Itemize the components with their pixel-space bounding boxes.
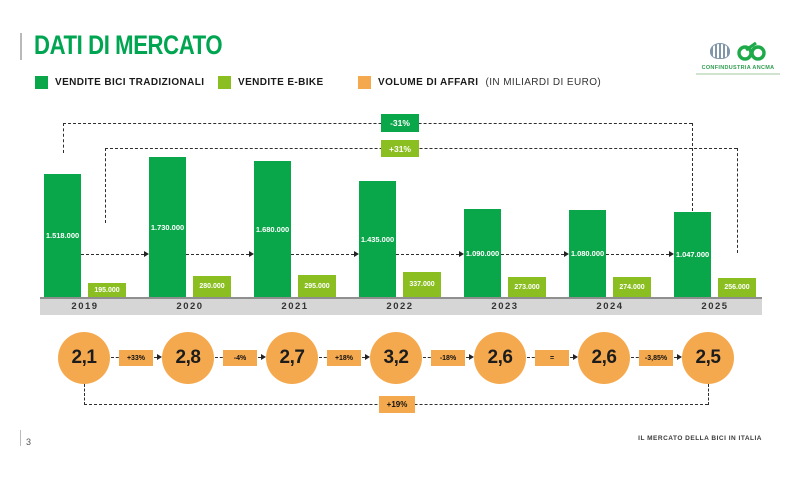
bar-ebike-2020: 280.000 — [193, 276, 231, 297]
volume-circle-2023: 2,6 — [474, 332, 526, 384]
bar-traditional-2023: 1.090.000 — [464, 209, 501, 297]
yoy-arrow-line-1 — [186, 254, 249, 255]
legend-label-2: VOLUME DI AFFARI — [378, 77, 479, 88]
logo-text: CONFINDUSTRIA ANCMA — [701, 65, 775, 71]
volume-step-label-5: -3,85% — [639, 350, 673, 366]
traditional-span-label: -31% — [381, 114, 419, 132]
volume-step-label-0: +33% — [119, 350, 153, 366]
logo-marks — [688, 40, 788, 62]
ebike-span-line-left — [105, 148, 106, 223]
yoy-arrow-line-0 — [81, 254, 144, 255]
volume-step-arrowhead-icon-2 — [365, 354, 370, 360]
bar-ebike-2023: 273.000 — [508, 277, 546, 297]
volume-circle-2025: 2,5 — [682, 332, 734, 384]
legend-swatch-icon-1 — [218, 76, 231, 89]
title-tick — [20, 33, 22, 60]
volume-step-label-1: -4% — [223, 350, 257, 366]
axis-label-2023: 2023 — [491, 301, 519, 312]
page-title: DATI DI MERCATO — [34, 30, 223, 60]
footer-title: IL MERCATO DELLA BICI IN ITALIA — [638, 435, 762, 442]
legend-sublabel-2: (IN MILIARDI DI EURO) — [485, 77, 602, 88]
ebike-span-line — [105, 148, 737, 149]
volume-step-arrowhead-icon-5 — [677, 354, 682, 360]
bar-traditional-2024: 1.080.000 — [569, 210, 606, 297]
volume-circle-2022: 3,2 — [370, 332, 422, 384]
traditional-span-line — [63, 123, 692, 124]
volume-circle-2024: 2,6 — [578, 332, 630, 384]
volume-step-arrowhead-icon-3 — [469, 354, 474, 360]
bar-ebike-2025: 256.000 — [718, 278, 756, 297]
volume-span-line-right — [708, 384, 709, 405]
legend-label-0: VENDITE BICI TRADIZIONALI — [55, 77, 205, 88]
bar-traditional-2021: 1.680.000 — [254, 161, 291, 297]
legend-item-1: VENDITE E-BIKE — [218, 76, 324, 89]
confindustria-eagle-icon — [710, 43, 730, 59]
ebike-span-line-right — [737, 148, 738, 253]
bar-ebike-2021: 295.000 — [298, 275, 336, 297]
legend-swatch-icon-0 — [35, 76, 48, 89]
bar-ebike-2022: 337.000 — [403, 272, 441, 297]
volume-step-arrowhead-icon-4 — [573, 354, 578, 360]
legend-swatch-icon-2 — [358, 76, 371, 89]
bar-traditional-2022: 1.435.000 — [359, 181, 396, 297]
axis-label-2025: 2025 — [701, 301, 729, 312]
axis-label-2021: 2021 — [281, 301, 309, 312]
volume-span-line-left — [84, 384, 85, 405]
yoy-arrow-line-2 — [291, 254, 354, 255]
volume-step-label-3: -18% — [431, 350, 465, 366]
page-number: 3 — [26, 437, 32, 447]
traditional-span-line-right — [692, 123, 693, 211]
legend-label-1: VENDITE E-BIKE — [238, 77, 324, 88]
bar-ebike-2019: 195.000 — [88, 283, 126, 297]
volume-circle-2020: 2,8 — [162, 332, 214, 384]
yoy-arrow-line-3 — [396, 254, 459, 255]
yoy-arrowhead-icon-2 — [354, 251, 359, 257]
bar-traditional-2025: 1.047.000 — [674, 212, 711, 297]
legend-item-2: VOLUME DI AFFARI (IN MILIARDI DI EURO) — [358, 76, 601, 89]
yoy-arrowhead-icon-4 — [564, 251, 569, 257]
volume-circle-2021: 2,7 — [266, 332, 318, 384]
logo-subline — [696, 73, 780, 75]
yoy-arrow-line-4 — [501, 254, 564, 255]
legend-item-0: VENDITE BICI TRADIZIONALI — [35, 76, 204, 89]
volume-step-arrowhead-icon-0 — [157, 354, 162, 360]
axis-label-2022: 2022 — [386, 301, 414, 312]
yoy-arrowhead-icon-1 — [249, 251, 254, 257]
bar-traditional-2020: 1.730.000 — [149, 157, 186, 297]
yoy-arrowhead-icon-0 — [144, 251, 149, 257]
bar-traditional-2019: 1.518.000 — [44, 174, 81, 297]
volume-step-label-2: +18% — [327, 350, 361, 366]
footer-tick — [20, 430, 21, 446]
yoy-arrow-line-5 — [606, 254, 669, 255]
volume-step-label-4: = — [535, 350, 569, 366]
yoy-arrowhead-icon-3 — [459, 251, 464, 257]
traditional-span-line-left — [63, 123, 64, 153]
x-axis-band — [40, 297, 762, 315]
volume-step-arrowhead-icon-1 — [261, 354, 266, 360]
axis-label-2020: 2020 — [176, 301, 204, 312]
volume-span-label: +19% — [379, 396, 415, 413]
axis-label-2024: 2024 — [596, 301, 624, 312]
ebike-span-label: +31% — [381, 140, 419, 157]
volume-circle-2019: 2,1 — [58, 332, 110, 384]
ancma-bike-icon — [737, 41, 766, 61]
yoy-arrowhead-icon-5 — [669, 251, 674, 257]
axis-label-2019: 2019 — [71, 301, 99, 312]
bar-ebike-2024: 274.000 — [613, 277, 651, 297]
confindustria-ancma-logo: CONFINDUSTRIA ANCMA — [688, 40, 788, 75]
